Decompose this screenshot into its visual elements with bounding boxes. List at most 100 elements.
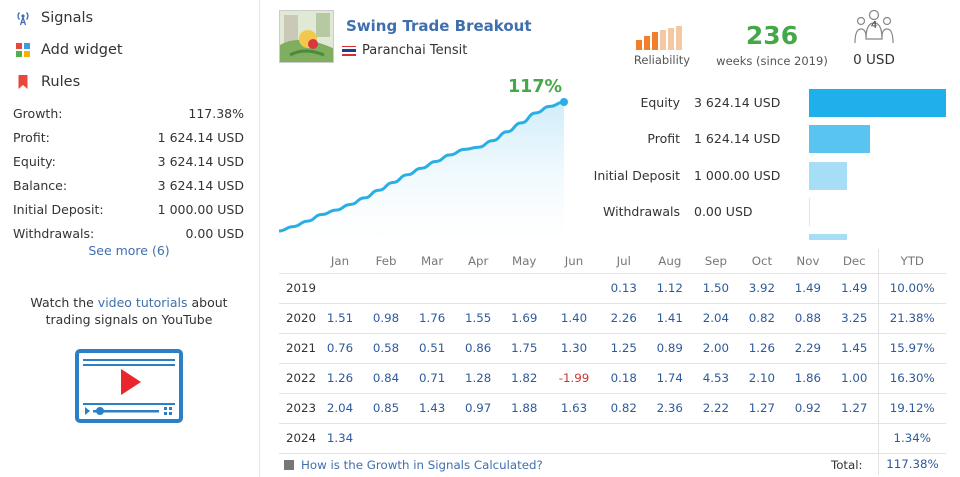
growth-end-point — [560, 98, 568, 106]
month-cell: 0.76 — [317, 333, 364, 364]
month-cell: 1.12 — [646, 273, 693, 304]
month-cell — [455, 423, 502, 454]
month-cell: 1.27 — [830, 393, 878, 424]
sidebar-item-signals[interactable]: Signals — [14, 7, 93, 29]
month-header: Dec — [830, 249, 878, 274]
stat-value: 1 000.00 USD — [157, 202, 244, 217]
month-cell: 1.55 — [455, 303, 502, 334]
month-header: Nov — [784, 249, 831, 274]
signal-title-link[interactable]: Swing Trade Breakout — [346, 17, 532, 35]
month-cell: -1.99 — [547, 363, 601, 394]
month-cell — [692, 423, 739, 454]
month-cell — [830, 423, 878, 454]
month-cell: 2.26 — [600, 303, 647, 334]
month-cell: 1.76 — [409, 303, 456, 334]
see-more-link[interactable]: See more (6) — [88, 243, 170, 258]
month-cell — [547, 273, 601, 304]
year-cell: 2021 — [279, 333, 317, 364]
subscribers-count: 4 — [870, 20, 878, 31]
ytd-cell: 15.97% — [877, 333, 946, 364]
sidebar: Signals Add widget Rules Growth: 117.38%… — [0, 0, 260, 477]
signal-avatar[interactable] — [279, 10, 334, 63]
month-cell: 0.98 — [363, 303, 410, 334]
stat-profit: Profit: 1 624.14 USD — [13, 126, 244, 150]
month-cell: 3.92 — [738, 273, 785, 304]
month-cell — [547, 423, 601, 454]
stat-growth: Growth: 117.38% — [13, 102, 244, 126]
month-cell: 2.22 — [692, 393, 739, 424]
month-cell — [363, 273, 410, 304]
total-label: Total: — [831, 458, 863, 472]
antenna-icon — [14, 9, 32, 27]
reliability-icon — [630, 24, 694, 53]
month-cell: 1.75 — [501, 333, 548, 364]
sidebar-item-rules[interactable]: Rules — [14, 71, 80, 93]
subscribers-icon — [852, 9, 896, 49]
month-cell: 1.34 — [317, 423, 364, 454]
video-promo-text: Watch the video tutorials about trading … — [0, 294, 258, 328]
month-cell: 0.89 — [646, 333, 693, 364]
month-cell — [784, 423, 831, 454]
bar-value: 3 624.14 USD — [694, 95, 781, 110]
month-header: Jan — [317, 249, 364, 274]
month-cell: 0.13 — [600, 273, 647, 304]
month-cell: 1.40 — [547, 303, 601, 334]
table-footer: How is the Growth in Signals Calculated?… — [284, 453, 946, 475]
table-header-row: Jan Feb Mar Apr May Jun Jul Aug Sep Oct … — [279, 249, 946, 274]
month-header: Jun — [547, 249, 601, 274]
bar-profit — [809, 125, 871, 153]
monthly-growth-table: Jan Feb Mar Apr May Jun Jul Aug Sep Oct … — [279, 249, 946, 454]
bookmark-icon — [14, 73, 32, 91]
year-cell: 2022 — [279, 363, 317, 394]
stat-balance: Balance: 3 624.14 USD — [13, 174, 244, 198]
month-cell: 0.58 — [363, 333, 410, 364]
bar-row-profit: Profit 1 624.14 USD — [590, 125, 950, 153]
bar-chart-scroll-bar — [809, 234, 847, 240]
thailand-flag-icon — [342, 45, 356, 56]
month-cell: 4.53 — [692, 363, 739, 394]
month-cell — [409, 423, 456, 454]
bar-value: 0.00 USD — [694, 204, 753, 219]
month-cell: 0.92 — [784, 393, 831, 424]
month-header: Mar — [409, 249, 456, 274]
widget-grid-icon — [14, 41, 32, 59]
month-cell: 1.30 — [547, 333, 601, 364]
month-cell: 1.45 — [830, 333, 878, 364]
month-cell: 1.43 — [409, 393, 456, 424]
month-cell: 1.27 — [738, 393, 785, 424]
month-cell: 1.88 — [501, 393, 548, 424]
account-stats: Growth: 117.38% Profit: 1 624.14 USD Equ… — [13, 102, 244, 246]
video-tutorials-link[interactable]: video tutorials — [97, 295, 188, 310]
sidebar-item-label: Add widget — [41, 42, 123, 58]
month-cell: 1.28 — [455, 363, 502, 394]
bar-value: 1 000.00 USD — [694, 168, 781, 183]
month-cell: 1.63 — [547, 393, 601, 424]
stat-value: 117.38% — [188, 106, 244, 121]
stat-label: Equity: — [13, 154, 56, 169]
table-row: 2024 1.34 1.34% — [279, 423, 946, 454]
month-cell: 1.00 — [830, 363, 878, 394]
month-cell: 1.51 — [317, 303, 364, 334]
month-cell: 1.26 — [738, 333, 785, 364]
month-cell: 1.41 — [646, 303, 693, 334]
bar-label: Equity — [640, 95, 680, 110]
video-player-icon[interactable] — [75, 349, 183, 426]
stat-withdrawals: Withdrawals: 0.00 USD — [13, 222, 244, 246]
month-cell — [600, 423, 647, 454]
sidebar-item-label: Rules — [41, 74, 81, 90]
bar-label: Initial Deposit — [593, 168, 680, 183]
ytd-cell: 16.30% — [877, 363, 946, 394]
sidebar-item-add-widget[interactable]: Add widget — [14, 39, 123, 61]
table-row: 2022 1.26 0.84 0.71 1.28 1.82 -1.99 0.18 1.74 4.5… — [279, 363, 946, 394]
month-cell: 2.00 — [692, 333, 739, 364]
month-cell: 2.04 — [692, 303, 739, 334]
month-header: Aug — [646, 249, 693, 274]
month-cell: 0.18 — [600, 363, 647, 394]
growth-percent-label: 117% — [508, 77, 563, 97]
bar-label: Profit — [647, 131, 680, 146]
promo-suffix: about — [187, 295, 228, 310]
ytd-cell: 19.12% — [877, 393, 946, 424]
growth-calculation-link[interactable]: How is the Growth in Signals Calculated? — [284, 458, 543, 472]
month-cell: 0.85 — [363, 393, 410, 424]
growth-calculation-text: How is the Growth in Signals Calculated? — [301, 458, 543, 472]
